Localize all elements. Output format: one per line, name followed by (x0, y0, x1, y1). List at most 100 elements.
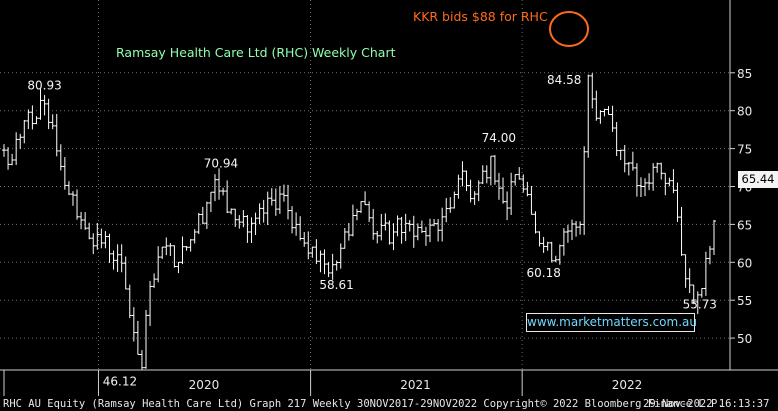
price-bar (444, 198, 449, 223)
price-bar (533, 211, 538, 234)
price-bar (58, 144, 63, 171)
price-bar (590, 73, 595, 109)
price-bar (432, 218, 437, 227)
price-bar (399, 216, 404, 244)
price-bar (42, 95, 47, 116)
price-bar (160, 246, 165, 259)
price-bar (578, 221, 583, 235)
price-bar (488, 155, 493, 186)
price-bar (322, 249, 327, 275)
price-bar (87, 222, 92, 240)
y-tick-label: 55 (737, 294, 752, 308)
price-bar (66, 181, 71, 196)
price-bar (70, 191, 75, 206)
y-tick-label: 50 (737, 332, 752, 346)
price-bar (529, 185, 534, 215)
price-bar (286, 184, 290, 220)
price-bar (192, 229, 197, 244)
price-bar (387, 220, 392, 245)
price-bar (306, 231, 311, 260)
price-bar (695, 291, 700, 315)
price-bar (683, 254, 688, 288)
price-bar (172, 245, 177, 268)
price-bar (582, 146, 587, 235)
price-bar (156, 246, 161, 283)
price-bar (83, 212, 88, 230)
price-bar (334, 260, 339, 271)
price-bar (184, 246, 189, 251)
price-bar (626, 161, 631, 176)
price-bar (99, 228, 104, 249)
price-bar (257, 203, 262, 225)
price-annotation: 80.93 (27, 79, 61, 93)
price-annotation: 46.12 (103, 375, 137, 389)
price-bar (164, 237, 169, 256)
price-bar (135, 320, 140, 355)
price-bar (415, 223, 420, 241)
price-bar (359, 201, 364, 214)
price-bar (22, 119, 27, 144)
price-bar (659, 162, 664, 180)
price-bar (403, 213, 408, 242)
price-bar (346, 222, 351, 241)
price-bar (541, 236, 546, 253)
price-bar (6, 147, 11, 170)
price-annotation: 55.73 (683, 298, 717, 312)
price-bar (302, 232, 307, 247)
price-bar (200, 206, 205, 225)
price-bar (241, 210, 246, 228)
price-bar (269, 188, 274, 206)
chart-title: Ramsay Health Care Ltd (RHC) Weekly Char… (116, 45, 396, 60)
price-bar (647, 173, 652, 191)
price-bar (225, 180, 230, 214)
price-bar (671, 169, 676, 194)
price-bar (436, 219, 441, 242)
price-bar (281, 184, 286, 202)
price-bar (249, 217, 254, 243)
price-bar (570, 219, 574, 241)
price-bar (379, 213, 384, 241)
price-bar (525, 181, 530, 197)
price-bar (663, 172, 668, 196)
price-bar (354, 208, 359, 221)
price-bar (115, 244, 120, 273)
price-bar (350, 204, 355, 237)
price-bar (428, 218, 432, 243)
price-bar (638, 177, 643, 198)
price-bar (476, 180, 481, 202)
price-bar (606, 106, 611, 115)
price-bar (464, 170, 469, 192)
price-bar (452, 191, 457, 209)
price-bar (505, 191, 510, 221)
price-annotation: 74.00 (482, 131, 516, 145)
price-bar (144, 310, 148, 369)
price-bar (537, 231, 542, 247)
price-annotations: 80.93 70.94 46.12 58.61 74.00 60.18 84.58 55.73 (27, 73, 717, 389)
price-bar (75, 189, 80, 220)
price-bar (233, 208, 238, 227)
price-bar (687, 268, 692, 293)
price-bar (468, 179, 473, 203)
price-bar (513, 174, 518, 186)
price-bar (18, 133, 23, 149)
price-bar (549, 241, 554, 263)
price-bar (614, 121, 619, 156)
price-bar (10, 153, 15, 166)
price-bar (501, 177, 506, 204)
price-bar (602, 108, 607, 117)
website-watermark: www.marketmatters.com.au (526, 313, 697, 332)
price-bar (62, 157, 67, 190)
x-tick-label: 2020 (189, 378, 220, 392)
y-axis: 455055606570758085 (729, 0, 752, 384)
price-bar (277, 186, 282, 214)
price-bar (472, 191, 477, 205)
price-bar (152, 273, 157, 288)
price-bar (371, 208, 376, 240)
x-axis-band (0, 370, 778, 397)
price-bar (14, 132, 19, 165)
price-annotation: 84.58 (547, 73, 581, 87)
price-bar (395, 215, 400, 237)
price-bar (411, 215, 416, 248)
chart-footer: RHC AU Equity (Ramsay Health Care Ltd) G… (0, 397, 778, 411)
